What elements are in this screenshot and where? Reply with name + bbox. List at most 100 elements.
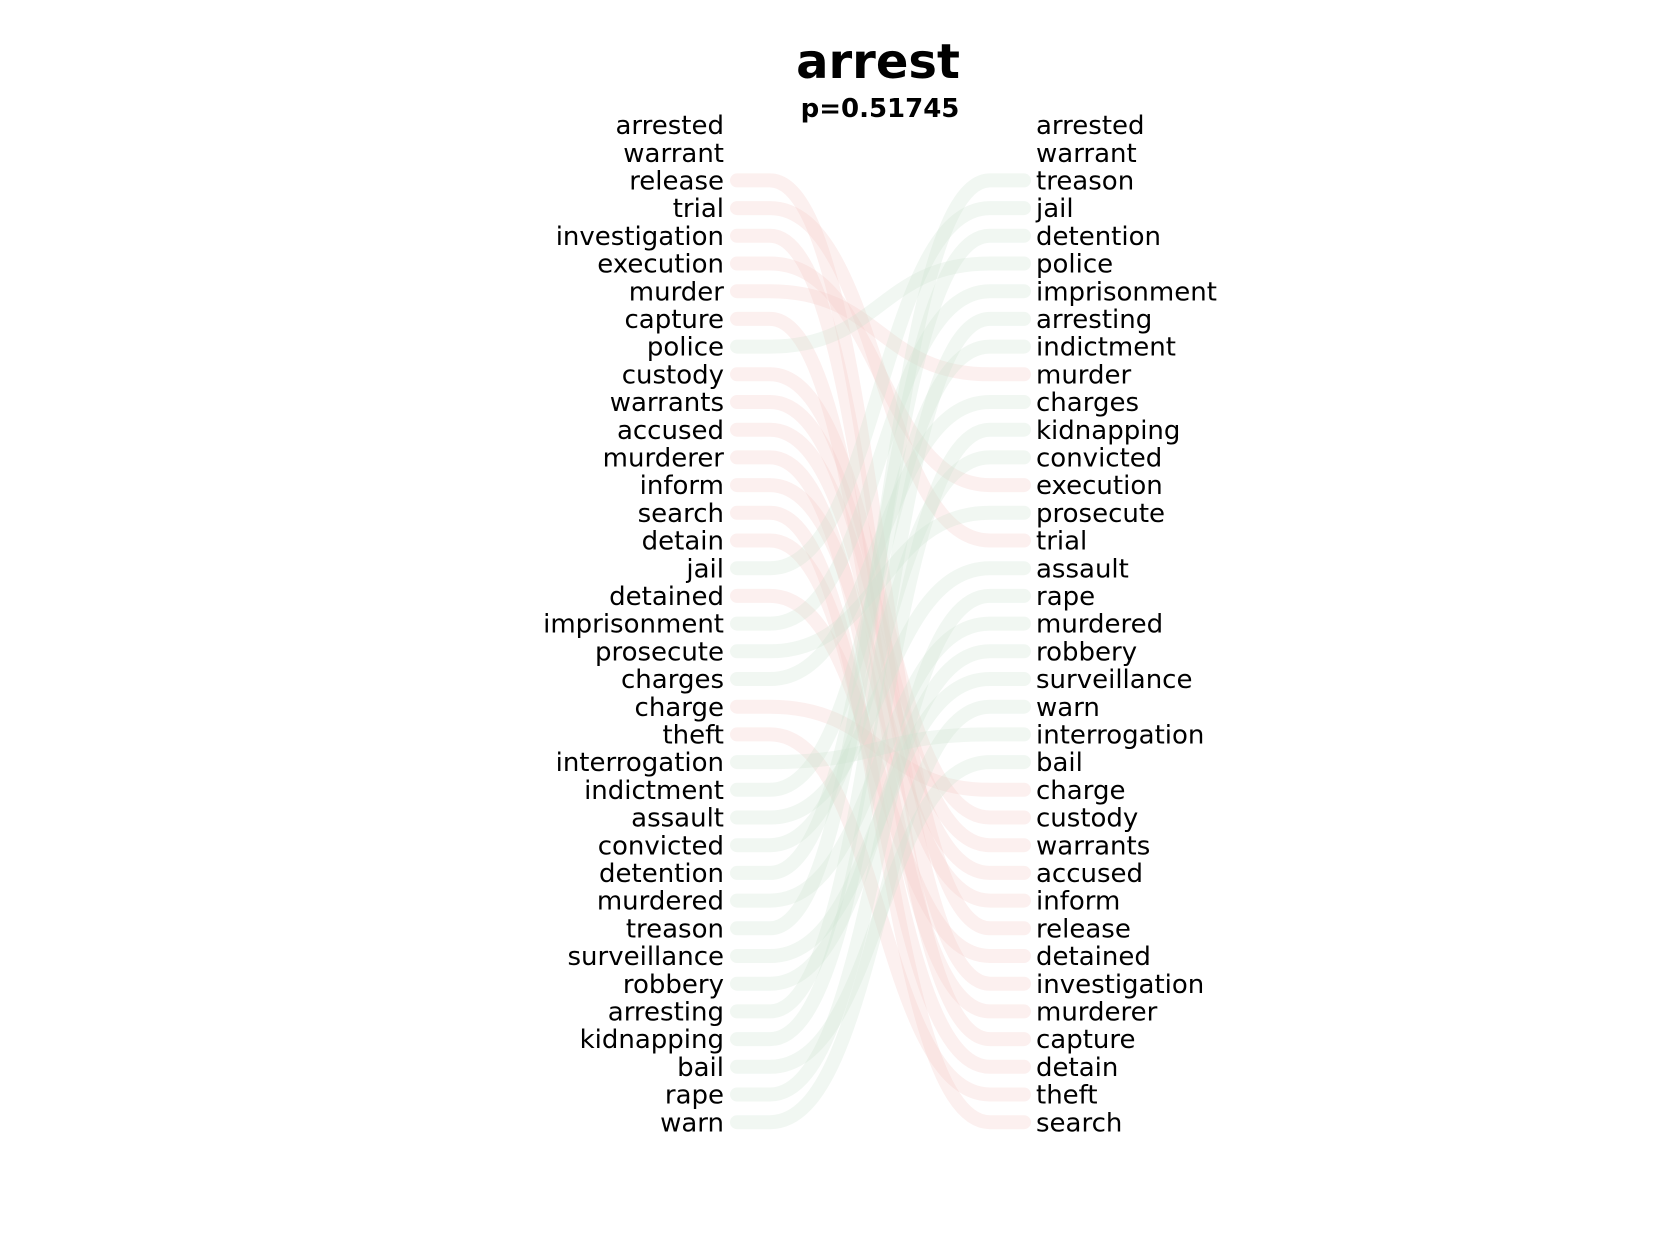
right-rank-label: custody xyxy=(1036,804,1138,834)
left-rank-label: search xyxy=(638,499,724,529)
right-ranking-labels: arrestedwarranttreasonjaildetentionpolic… xyxy=(1035,111,1217,1138)
left-rank-label: robbery xyxy=(623,970,724,1000)
left-rank-label: charges xyxy=(621,665,724,695)
rank-link-murdered xyxy=(730,616,1031,908)
left-rank-label: police xyxy=(647,333,724,363)
rank-link-bail xyxy=(730,755,1031,1074)
right-rank-label: warrants xyxy=(1036,831,1150,861)
rank-link-execution xyxy=(730,256,1031,493)
left-rank-label: warn xyxy=(660,1108,724,1138)
right-rank-label: indictment xyxy=(1036,333,1176,363)
right-rank-label: arrested xyxy=(1036,111,1145,141)
left-rank-label: murdered xyxy=(597,887,724,917)
left-rank-label: detain xyxy=(642,527,724,557)
rank-link-release xyxy=(730,173,1031,936)
right-rank-label: detained xyxy=(1036,942,1151,972)
rank-link-inform xyxy=(730,478,1031,908)
rank-link-indictment xyxy=(730,339,1031,797)
left-rank-label: treason xyxy=(626,914,724,944)
right-rank-label: warrant xyxy=(1036,139,1137,169)
rank-link-convicted xyxy=(730,450,1031,853)
left-rank-label: murderer xyxy=(603,444,725,474)
right-rank-label: jail xyxy=(1035,194,1074,224)
left-rank-label: custody xyxy=(622,360,724,390)
left-rank-label: investigation xyxy=(556,222,724,252)
rank-link-detention xyxy=(730,228,1031,880)
left-rank-label: assault xyxy=(631,804,724,834)
rank-link-charges xyxy=(730,395,1031,686)
left-rank-label: bail xyxy=(677,1053,724,1083)
right-rank-label: accused xyxy=(1036,859,1143,889)
rank-link-warn xyxy=(730,699,1031,1130)
right-rank-label: bail xyxy=(1036,748,1083,778)
right-rank-label: assault xyxy=(1036,554,1129,584)
left-rank-label: prosecute xyxy=(595,637,724,667)
rank-link-investigation xyxy=(730,228,1031,991)
left-rank-label: accused xyxy=(617,416,724,446)
left-rank-label: execution xyxy=(597,250,724,280)
rank-link-murderer xyxy=(730,450,1031,1019)
rank-link-robbery xyxy=(730,644,1031,991)
rank-link-trial xyxy=(730,201,1031,548)
rank-link-detain xyxy=(730,533,1031,1074)
rank-link-custody xyxy=(730,367,1031,825)
rank-link-imprisonment xyxy=(730,284,1031,631)
chart-title: arrest xyxy=(796,34,960,90)
right-rank-label: murdered xyxy=(1036,610,1163,640)
rank-link-theft xyxy=(730,727,1031,1102)
left-rank-label: warrant xyxy=(623,139,724,169)
rank-link-murder xyxy=(730,284,1031,382)
left-rank-label: charge xyxy=(635,693,724,723)
right-rank-label: charges xyxy=(1036,388,1139,418)
left-rank-label: jail xyxy=(685,554,724,584)
left-rank-label: inform xyxy=(640,471,724,501)
rank-link-rape xyxy=(730,588,1031,1102)
right-rank-label: investigation xyxy=(1036,970,1204,1000)
chart-subtitle: p=0.51745 xyxy=(801,94,960,124)
right-rank-label: warn xyxy=(1036,693,1100,723)
left-rank-label: theft xyxy=(662,721,724,751)
right-rank-label: rape xyxy=(1036,582,1095,612)
right-rank-label: robbery xyxy=(1036,637,1137,667)
right-rank-label: inform xyxy=(1036,887,1120,917)
right-rank-label: convicted xyxy=(1036,444,1162,474)
right-rank-label: trial xyxy=(1036,527,1087,557)
right-rank-label: police xyxy=(1036,250,1113,280)
rank-link-prosecute xyxy=(730,505,1031,659)
left-rank-label: convicted xyxy=(598,831,724,861)
rank-link-warrants xyxy=(730,395,1031,853)
rank-change-links xyxy=(730,173,1031,1130)
rank-link-treason xyxy=(730,173,1031,936)
left-rank-label: indictment xyxy=(584,776,724,806)
left-rank-label: kidnapping xyxy=(580,1025,724,1055)
right-rank-label: detention xyxy=(1036,222,1161,252)
rank-link-jail xyxy=(730,201,1031,576)
right-rank-label: murder xyxy=(1036,360,1132,390)
right-rank-label: interrogation xyxy=(1036,721,1204,751)
left-rank-label: warrants xyxy=(610,388,724,418)
left-rank-label: release xyxy=(629,167,724,197)
right-rank-label: theft xyxy=(1036,1081,1098,1111)
right-rank-label: charge xyxy=(1036,776,1125,806)
right-rank-label: execution xyxy=(1036,471,1163,501)
right-rank-label: surveillance xyxy=(1036,665,1192,695)
rank-link-detained xyxy=(730,588,1031,963)
rank-link-assault xyxy=(730,561,1031,825)
left-rank-label: capture xyxy=(624,305,724,335)
left-rank-label: detained xyxy=(609,582,724,612)
left-rank-label: trial xyxy=(673,194,724,224)
left-rank-label: rape xyxy=(665,1081,724,1111)
right-rank-label: murderer xyxy=(1036,998,1158,1028)
right-rank-label: search xyxy=(1036,1108,1122,1138)
right-rank-label: arresting xyxy=(1036,305,1152,335)
left-rank-label: detention xyxy=(599,859,724,889)
rank-link-charge xyxy=(730,699,1031,797)
left-rank-label: murder xyxy=(629,277,725,307)
rank-link-accused xyxy=(730,422,1031,880)
right-rank-label: capture xyxy=(1036,1025,1136,1055)
left-ranking-labels: arrestedwarrantreleasetrialinvestigation… xyxy=(543,111,724,1138)
right-rank-label: prosecute xyxy=(1036,499,1165,529)
rank-link-search xyxy=(730,505,1031,1130)
right-rank-label: detain xyxy=(1036,1053,1118,1083)
